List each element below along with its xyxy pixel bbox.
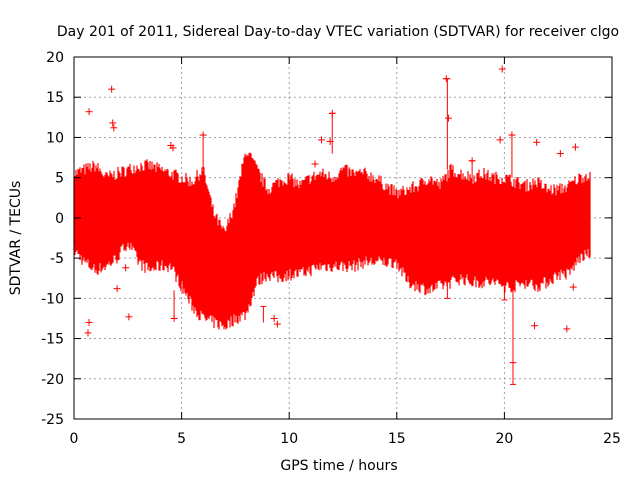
y-tick-label: 10 (46, 130, 64, 146)
x-axis-label: GPS time / hours (280, 458, 397, 474)
data-point (496, 136, 504, 144)
data-point (273, 320, 281, 328)
data-point (122, 264, 130, 272)
data-series-sdtvar (73, 65, 591, 385)
x-tick-label: 5 (177, 431, 186, 447)
data-point (442, 75, 450, 83)
y-tick-label: -15 (41, 332, 64, 348)
data-point (85, 318, 93, 326)
y-axis-label: SDTVAR / TECUs (8, 181, 24, 296)
plot-frame (73, 56, 613, 420)
data-point (108, 85, 116, 93)
y-tick-label: 15 (46, 90, 64, 106)
y-tick-label: -10 (41, 291, 64, 307)
data-point (199, 131, 207, 139)
data-point (326, 137, 334, 145)
data-point (110, 124, 118, 132)
data-point (569, 283, 577, 291)
data-point (556, 150, 564, 158)
x-tick-label: 10 (280, 431, 298, 447)
y-tick-label: 20 (46, 50, 64, 66)
data-point (311, 160, 319, 168)
data-point (498, 65, 506, 73)
data-point (444, 114, 452, 122)
y-tick-label: 0 (55, 211, 64, 227)
data-point (508, 131, 516, 139)
x-tick-label: 20 (495, 431, 513, 447)
data-point (509, 359, 517, 367)
data-point (169, 144, 177, 152)
axes: -25 -20 -15 -10 -5 0 5 10 15 20 0 5 10 15 20 25 (41, 50, 621, 447)
data-point (270, 314, 278, 322)
x-tick-label: 15 (388, 431, 406, 447)
x-tick-label: 25 (603, 431, 621, 447)
data-point (85, 108, 93, 116)
data-point (533, 138, 541, 146)
data-point (317, 136, 325, 144)
data-point (125, 313, 133, 321)
data-point (468, 157, 476, 165)
data-point (84, 329, 92, 337)
data-point (531, 322, 539, 330)
data-point (109, 119, 117, 127)
data-point (170, 314, 178, 322)
chart-title: Day 201 of 2011, Sidereal Day-to-day VTE… (57, 24, 619, 40)
y-tick-label: -5 (50, 251, 64, 267)
x-tick-label: 0 (70, 431, 79, 447)
y-tick-label: 5 (55, 171, 64, 187)
y-tick-label: -20 (41, 372, 64, 388)
data-point (328, 109, 336, 117)
data-point (571, 143, 579, 151)
y-tick-label: -25 (41, 412, 64, 428)
data-point (113, 285, 121, 293)
data-point (563, 325, 571, 333)
